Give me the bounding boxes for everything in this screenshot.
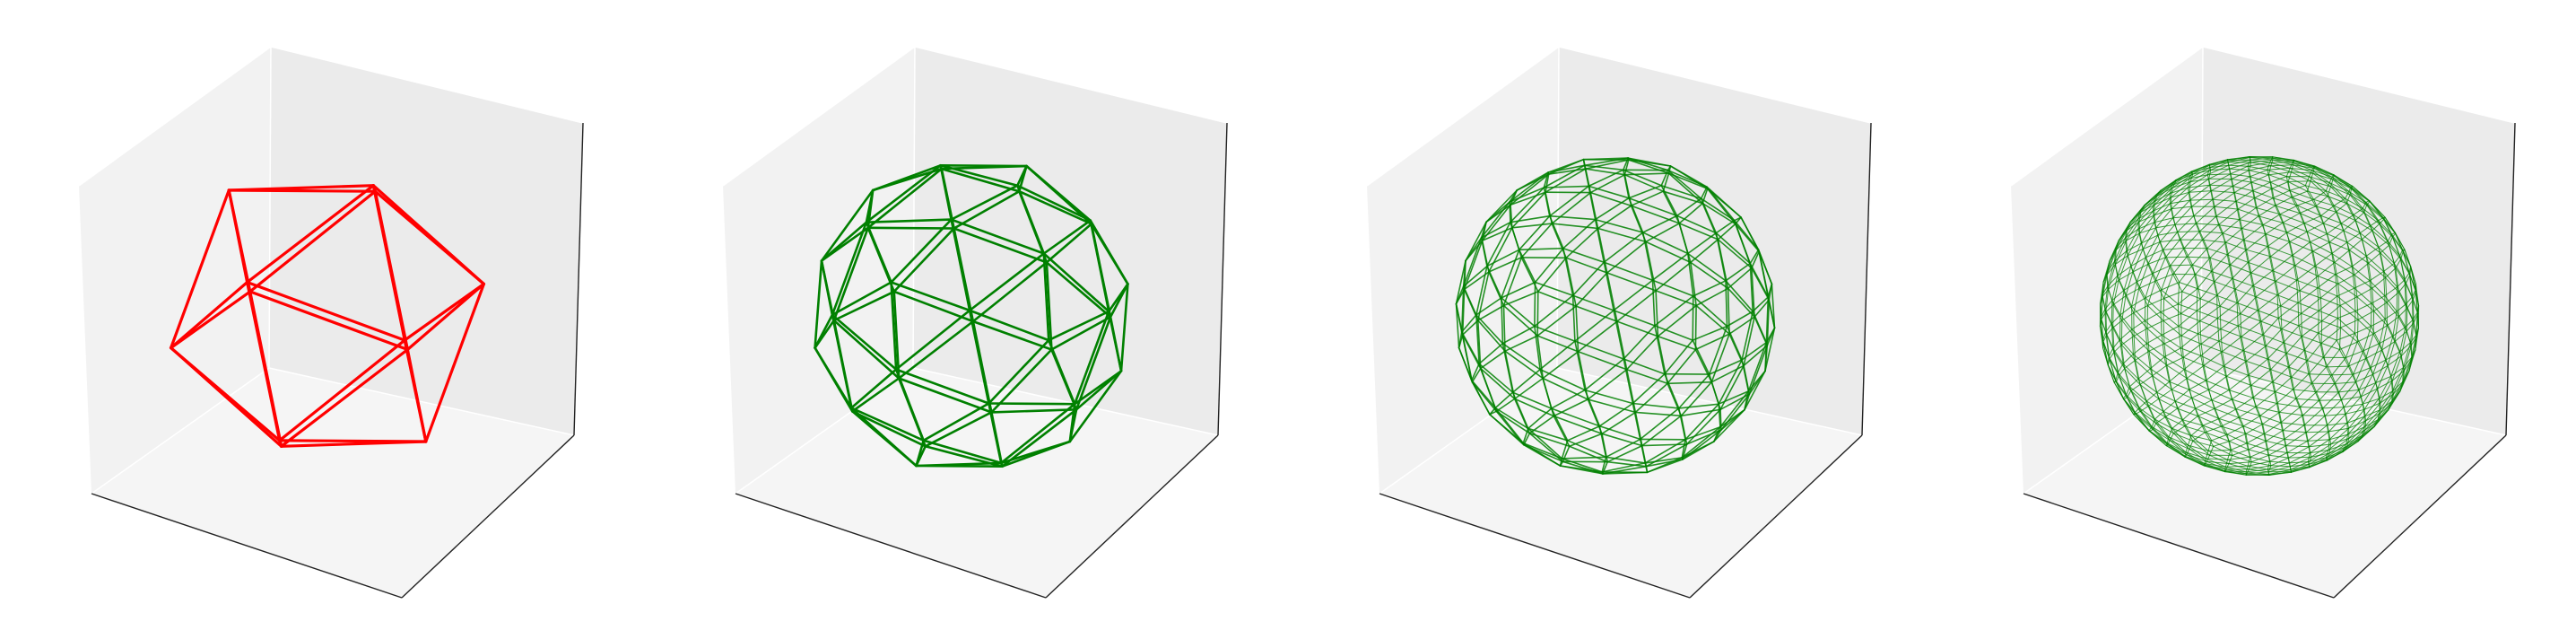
mesh-edge xyxy=(2321,321,2322,344)
mesh-edge xyxy=(2373,311,2374,335)
mesh-edge xyxy=(1695,306,1696,350)
mesh-edge xyxy=(2337,296,2338,319)
mesh-edge xyxy=(2217,295,2218,318)
mesh-edge xyxy=(851,408,852,412)
mesh-edge xyxy=(1537,292,1538,336)
side-pane xyxy=(269,47,583,435)
mesh-edge xyxy=(2347,423,2348,434)
mesh-edge xyxy=(2178,304,2179,327)
mesh-edge xyxy=(2113,305,2114,328)
mesh-edge xyxy=(2147,306,2148,329)
mesh-edge xyxy=(1584,160,1585,166)
mesh-edge xyxy=(2332,374,2354,375)
mesh-edge xyxy=(2153,202,2154,211)
mesh-edge xyxy=(1535,283,1536,327)
panel-2 xyxy=(723,47,1227,598)
panel-3 xyxy=(1367,47,1871,598)
mesh-edge xyxy=(2163,299,2164,321)
mesh-edge xyxy=(2161,290,2162,312)
mesh-edge xyxy=(2357,320,2358,342)
panel-1 xyxy=(79,47,583,598)
mesh-edge xyxy=(941,165,1027,166)
panel-4 xyxy=(2011,47,2515,598)
mesh-edge xyxy=(280,441,426,442)
mesh-edge xyxy=(2406,309,2407,332)
mesh-edge xyxy=(2165,257,2187,258)
mesh-edge xyxy=(2371,303,2372,327)
mesh-edge xyxy=(2354,311,2355,334)
mesh-edge xyxy=(2200,299,2201,321)
mesh-edge xyxy=(2194,216,2216,217)
mesh-edge xyxy=(988,404,1075,405)
mesh-edge xyxy=(2111,301,2112,324)
mesh-edge xyxy=(868,228,954,229)
